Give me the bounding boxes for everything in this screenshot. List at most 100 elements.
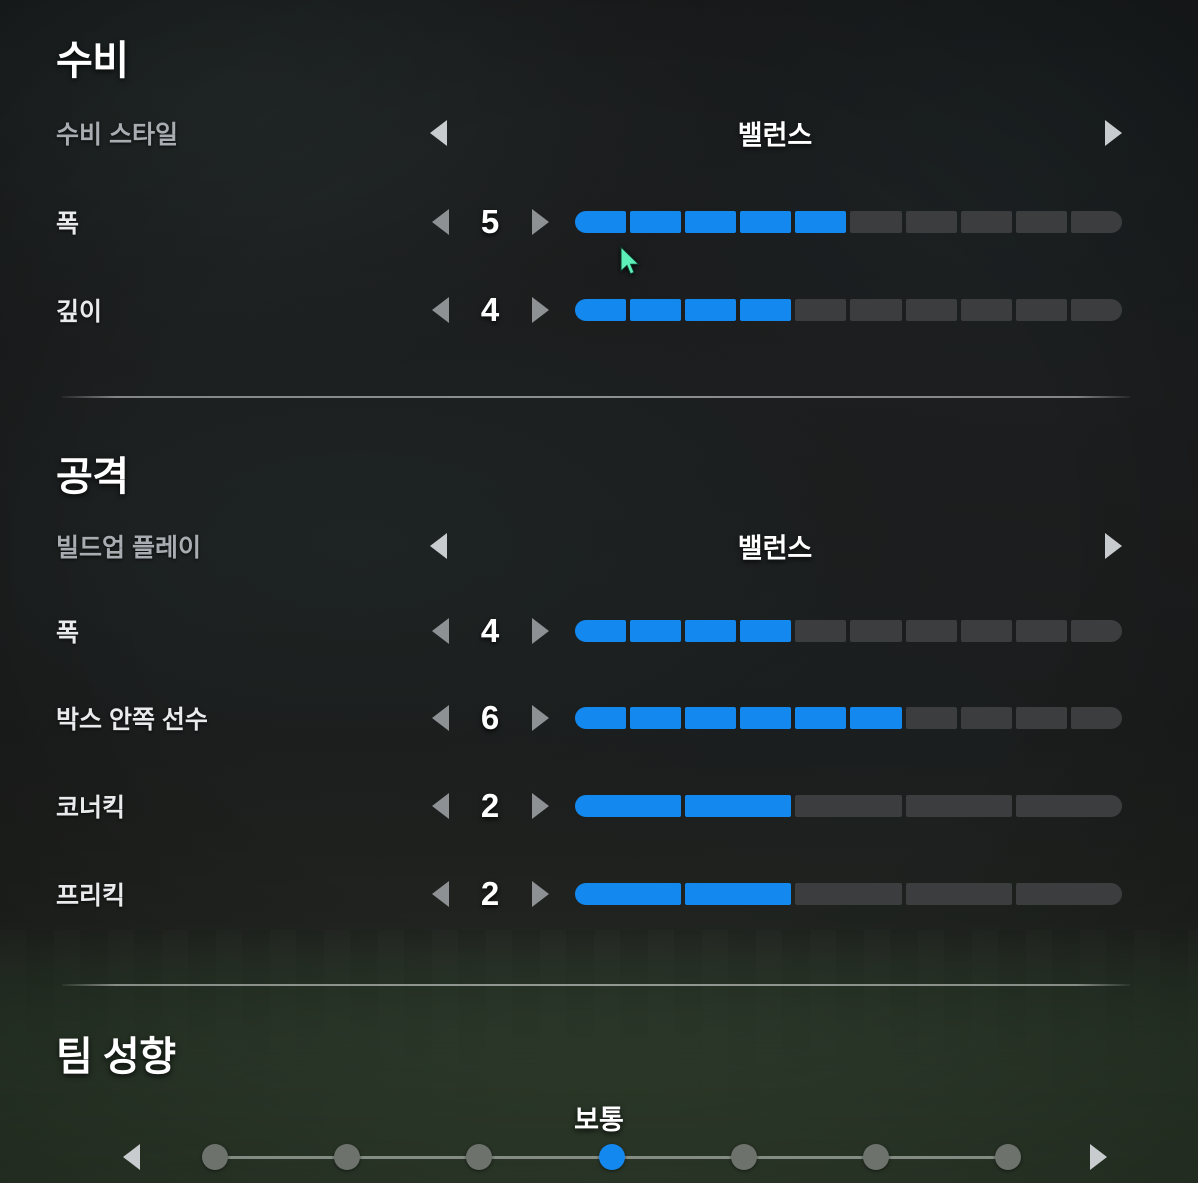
mentality-dot[interactable] [862, 1144, 889, 1170]
meter-segment[interactable] [685, 620, 737, 642]
meter-segment[interactable] [1015, 707, 1067, 729]
decrement-arrow-icon[interactable] [432, 297, 449, 323]
meter-segment[interactable] [740, 707, 792, 729]
meter-segment[interactable] [1015, 211, 1067, 233]
meter-segment[interactable] [740, 211, 792, 233]
meter-segment[interactable] [740, 299, 792, 321]
decrement-arrow-icon[interactable] [432, 793, 449, 819]
row-defensive-depth[interactable]: 깊이 4 [0, 287, 1198, 333]
decrement-arrow-icon[interactable] [432, 705, 449, 731]
meter-players-in-box[interactable] [575, 707, 1122, 729]
row-corners[interactable]: 코너킥 2 [0, 783, 1198, 829]
row-build-up-play[interactable]: 빌드업 플레이 밸런스 [0, 523, 1198, 569]
meter-segment[interactable] [575, 795, 682, 817]
increment-arrow-icon[interactable] [532, 297, 549, 323]
meter-segment[interactable] [630, 211, 682, 233]
decrement-arrow-icon[interactable] [432, 618, 449, 644]
meter-segment[interactable] [1070, 299, 1122, 321]
mentality-dot[interactable] [730, 1144, 757, 1170]
meter-segment[interactable] [575, 883, 682, 905]
meter-segment[interactable] [685, 299, 737, 321]
row-players-in-box[interactable]: 박스 안쪽 선수 6 [0, 695, 1198, 741]
meter-free-kicks[interactable] [575, 883, 1123, 905]
background-pitch [0, 930, 1198, 1183]
value-team-mentality: 보통 [574, 1105, 624, 1135]
meter-segment[interactable] [960, 707, 1012, 729]
increment-arrow-icon[interactable] [532, 793, 549, 819]
meter-segment[interactable] [685, 211, 737, 233]
row-defensive-width[interactable]: 폭 5 [0, 199, 1198, 245]
mentality-dot[interactable] [466, 1144, 493, 1170]
prev-arrow-icon[interactable] [123, 1144, 140, 1170]
mentality-dot[interactable] [202, 1144, 228, 1170]
mentality-dot[interactable] [334, 1144, 361, 1170]
meter-segment[interactable] [630, 707, 682, 729]
increment-arrow-icon[interactable] [532, 618, 549, 644]
increment-arrow-icon[interactable] [532, 881, 549, 907]
meter-segment[interactable] [905, 620, 957, 642]
next-arrow-icon[interactable] [1105, 120, 1122, 146]
meter-segment[interactable] [795, 620, 847, 642]
prev-arrow-icon[interactable] [430, 120, 447, 146]
meter-segment[interactable] [1015, 299, 1067, 321]
meter-segment[interactable] [905, 883, 1012, 905]
meter-segment[interactable] [575, 211, 627, 233]
meter-segment[interactable] [905, 795, 1012, 817]
meter-segment[interactable] [1015, 620, 1067, 642]
meter-segment[interactable] [795, 299, 847, 321]
meter-segment[interactable] [685, 707, 737, 729]
prev-arrow-icon[interactable] [430, 533, 447, 559]
value-attack-width: 4 [480, 612, 500, 649]
increment-arrow-icon[interactable] [532, 209, 549, 235]
meter-segment[interactable] [1015, 883, 1123, 905]
meter-attack-width[interactable] [575, 620, 1122, 642]
meter-segment[interactable] [575, 620, 627, 642]
meter-segment[interactable] [960, 211, 1012, 233]
row-defensive-style[interactable]: 수비 스타일 밸런스 [0, 110, 1198, 156]
meter-defensive-depth[interactable] [575, 299, 1122, 321]
meter-segment[interactable] [850, 620, 902, 642]
meter-segment[interactable] [850, 299, 902, 321]
increment-arrow-icon[interactable] [532, 705, 549, 731]
meter-segment[interactable] [795, 795, 902, 817]
value-free-kicks: 2 [480, 875, 500, 912]
meter-segment[interactable] [1070, 620, 1122, 642]
meter-segment[interactable] [630, 620, 682, 642]
meter-segment[interactable] [795, 883, 902, 905]
value-defensive-depth: 4 [480, 291, 500, 328]
row-label-defensive-width: 폭 [56, 210, 80, 238]
next-arrow-icon[interactable] [1090, 1144, 1107, 1170]
meter-segment[interactable] [1070, 707, 1122, 729]
meter-segment[interactable] [960, 620, 1012, 642]
meter-segment[interactable] [685, 795, 792, 817]
meter-segment[interactable] [1070, 211, 1122, 233]
meter-segment[interactable] [685, 883, 792, 905]
meter-segment[interactable] [630, 299, 682, 321]
meter-segment[interactable] [905, 211, 957, 233]
meter-segment[interactable] [575, 299, 627, 321]
team-mentality-slider[interactable] [0, 1130, 1198, 1183]
meter-segment[interactable] [850, 707, 902, 729]
meter-segment[interactable] [905, 707, 957, 729]
row-attack-width[interactable]: 폭 4 [0, 608, 1198, 654]
meter-segment[interactable] [795, 211, 847, 233]
row-free-kicks[interactable]: 프리킥 2 [0, 871, 1198, 917]
meter-segment[interactable] [960, 299, 1012, 321]
meter-corners[interactable] [575, 795, 1123, 817]
meter-segment[interactable] [905, 299, 957, 321]
meter-segment[interactable] [850, 211, 902, 233]
meter-segment[interactable] [575, 707, 627, 729]
next-arrow-icon[interactable] [1105, 533, 1122, 559]
meter-segment[interactable] [795, 707, 847, 729]
decrement-arrow-icon[interactable] [432, 881, 449, 907]
mentality-dot[interactable] [598, 1144, 625, 1170]
section-divider-1 [62, 396, 1130, 398]
row-label-free-kicks: 프리킥 [56, 882, 126, 910]
decrement-arrow-icon[interactable] [432, 209, 449, 235]
meter-segment[interactable] [740, 620, 792, 642]
meter-segment[interactable] [1015, 795, 1123, 817]
mentality-dot[interactable] [995, 1144, 1021, 1170]
meter-defensive-width[interactable] [575, 211, 1122, 233]
